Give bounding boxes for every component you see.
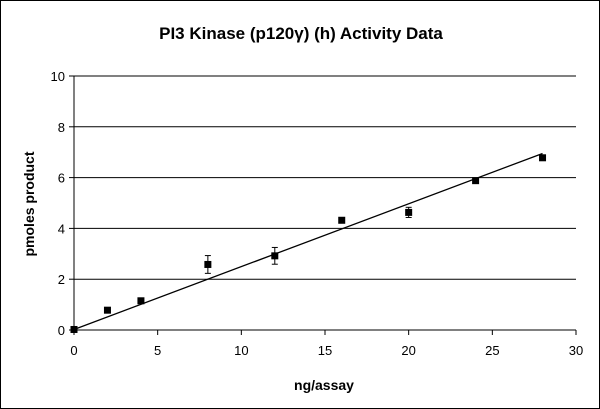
trendline <box>73 152 543 331</box>
x-axis-label: ng/assay <box>294 377 354 393</box>
x-tick-label: 15 <box>318 343 332 358</box>
x-tick-label: 30 <box>569 343 583 358</box>
data-points <box>70 154 547 333</box>
y-tick-label: 2 <box>58 272 65 287</box>
y-tick-labels: 0 2 4 6 8 10 <box>51 69 65 338</box>
data-point <box>405 208 413 216</box>
data-point <box>472 177 480 185</box>
y-tick-label: 6 <box>58 171 65 186</box>
x-tick-label: 10 <box>234 343 248 358</box>
y-axis-label: pmoles product <box>21 151 37 256</box>
data-point <box>103 306 111 314</box>
data-point <box>338 216 346 224</box>
data-point <box>204 260 212 268</box>
x-tick-label: 25 <box>485 343 499 358</box>
y-tick-label: 10 <box>51 69 65 84</box>
data-point <box>539 154 547 162</box>
chart-title: PI3 Kinase (p120γ) (h) Activity Data <box>159 24 443 43</box>
data-point <box>70 325 78 333</box>
y-tick-label: 8 <box>58 120 65 135</box>
axes <box>69 75 577 335</box>
x-tick-label: 0 <box>70 343 77 358</box>
x-tick-label: 5 <box>154 343 161 358</box>
data-point <box>271 252 279 260</box>
y-tick-label: 0 <box>58 323 65 338</box>
y-tick-label: 4 <box>58 221 65 236</box>
data-point <box>137 297 145 305</box>
trendline-group <box>73 152 543 331</box>
x-tick-label: 20 <box>401 343 415 358</box>
gridlines <box>74 75 576 280</box>
x-tick-labels: 0 5 10 15 20 25 30 <box>70 343 583 358</box>
